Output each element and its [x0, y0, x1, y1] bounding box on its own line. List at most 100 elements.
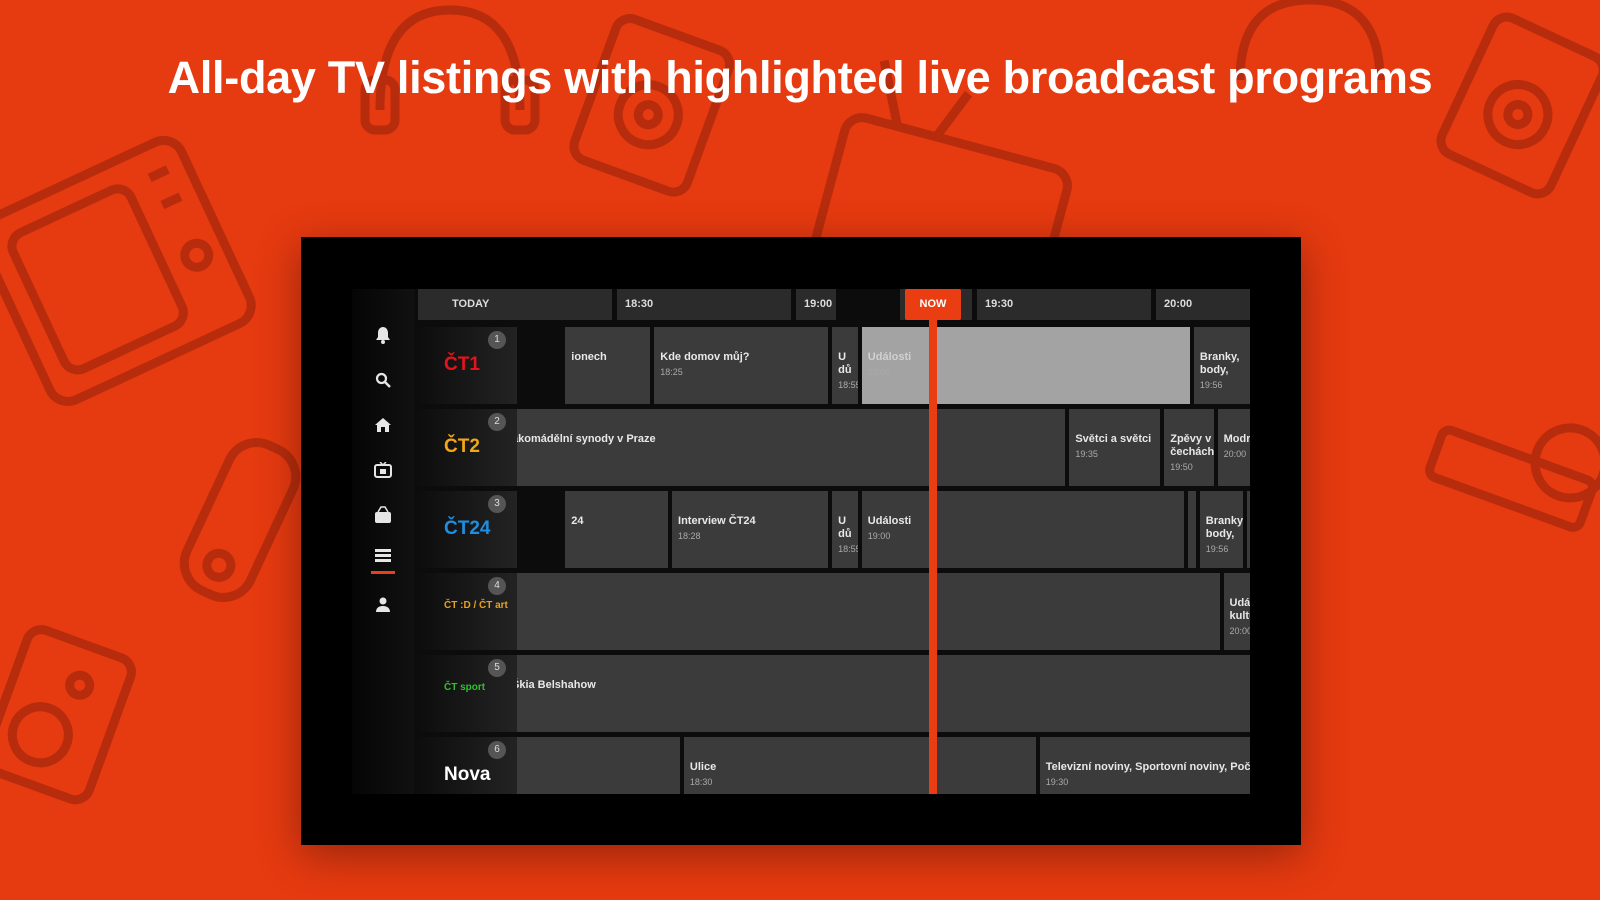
channel-cell[interactable]: ČT1 1: [414, 327, 517, 404]
program-cell[interactable]: Škia Belshahow: [517, 655, 1250, 732]
speaker-doodle-icon: [0, 625, 136, 805]
program-cell[interactable]: [1187, 491, 1196, 568]
program-strip: Ulice 18:30 Televizní noviny, Sportovní …: [517, 737, 1250, 794]
program-time: 18:55: [838, 380, 858, 390]
channel-row: Nova 6 Ulice 18:30 Televizní noviny, Spo…: [414, 737, 1250, 794]
channel-cell[interactable]: ČT sport 5: [414, 655, 517, 732]
program-title: Kde domov můj?: [660, 351, 750, 363]
channel-cell[interactable]: ČT2 2: [414, 409, 517, 486]
program-title: akomádělní synody v Praze: [517, 433, 656, 445]
program-title: Modrá krev: [1223, 433, 1250, 445]
channel-logo: ČT :D / ČT art: [444, 600, 508, 611]
program-cell[interactable]: ionech: [565, 327, 651, 404]
live-program-cell[interactable]: Události 19:00: [861, 327, 1190, 404]
program-title: ionech: [571, 351, 607, 363]
program-time: 18:30: [689, 777, 713, 787]
program-cell[interactable]: Televizní noviny, Sportovní noviny, Poča…: [1039, 737, 1250, 794]
program-time: 19:50: [1170, 462, 1193, 472]
program-title: U dů: [838, 351, 852, 376]
program-strip: ionech Kde domov můj? 18:25U dů 18:55Udá…: [517, 327, 1250, 404]
program-cell[interactable]: Branky, body, 19:56: [1193, 327, 1250, 404]
program-cell[interactable]: U dů 18:55: [832, 491, 858, 568]
program-cell[interactable]: Ulice 18:30: [683, 737, 929, 794]
time-label-1900: 19:00: [796, 289, 836, 320]
program-time: 18:28: [678, 531, 701, 541]
archive-icon[interactable]: [373, 505, 393, 525]
program-strip: 24 Interview ČT24 18:28U dů 18:55Událost…: [517, 491, 1250, 568]
time-label-1930: 19:30: [977, 289, 1151, 320]
channel-number-badge: 2: [488, 413, 506, 431]
time-label-1830: 18:30: [617, 289, 791, 320]
program-title: Branky, body,: [1199, 351, 1240, 376]
program-cell[interactable]: [517, 737, 680, 794]
program-time: 19:30: [1045, 777, 1069, 787]
channel-logo: Nova: [444, 764, 491, 785]
time-label-2000: 20:00: [1156, 289, 1250, 320]
program-time: 20:00: [1229, 626, 1250, 636]
program-cell[interactable]: Modrá krev 20:00: [1217, 409, 1250, 486]
program-title: Události: [867, 515, 912, 527]
home-icon[interactable]: [373, 415, 393, 435]
channel-number-badge: 3: [488, 495, 506, 513]
program-time: 19:56: [1205, 544, 1229, 554]
guide-icon[interactable]: [373, 546, 393, 566]
speaker-doodle-icon: [569, 14, 735, 197]
program-title: Světci a světci: [1075, 433, 1152, 445]
program-time: 18:25: [660, 367, 683, 377]
program-cell[interactable]: akomádělní synody v Praze: [517, 409, 929, 486]
channel-cell[interactable]: Nova 6: [414, 737, 517, 794]
program-cell[interactable]: Světci a světci 19:35: [1069, 409, 1161, 486]
bell-icon[interactable]: [373, 325, 393, 345]
program-time: 19:00: [867, 367, 891, 377]
remote-doodle-icon: [179, 438, 301, 602]
timeline-header: TODAY 18:30 19:00 19:30 20:00 NOW: [414, 289, 1250, 320]
sidebar: [352, 289, 414, 794]
headphones-doodle-icon: [360, 5, 540, 135]
search-icon[interactable]: [373, 370, 393, 390]
channel-cell[interactable]: ČT :D / ČT art 4: [414, 573, 517, 650]
program-title: U dů: [838, 515, 852, 540]
active-indicator: [371, 571, 395, 574]
now-indicator-line: [928, 317, 937, 794]
channel-row: ČT :D / ČT art 4 Události v kultuře 20:0…: [414, 573, 1250, 650]
program-cell[interactable]: [932, 737, 1036, 794]
headphones-doodle-icon: [1235, 0, 1385, 81]
program-title: Události: [867, 351, 912, 363]
speaker-doodle-icon: [1436, 12, 1600, 199]
program-cell[interactable]: [517, 573, 1220, 650]
program-cell[interactable]: Branky, body, 19:56: [1199, 491, 1244, 568]
program-cell[interactable]: Zpěvy v čechách 19:50: [1164, 409, 1214, 486]
day-label[interactable]: TODAY: [418, 289, 612, 320]
program-cell[interactable]: Události v kultuře 20:00: [1223, 573, 1250, 650]
program-cell[interactable]: Interview ČT24 18:28: [672, 491, 829, 568]
program-time: 19:35: [1075, 449, 1098, 459]
program-cell[interactable]: U dů 18:55: [832, 327, 858, 404]
program-strip: Škia Belshahow MS H 20:10: [517, 655, 1250, 732]
program-cell[interactable]: [932, 409, 1066, 486]
channel-row: ČT2 2 akomádělní synody v Praze Světci a…: [414, 409, 1250, 486]
profile-icon[interactable]: [373, 595, 393, 615]
program-cell[interactable]: Události 19:00: [861, 491, 929, 568]
channel-row: ČT24 3 24 Interview ČT24 18:28U dů 18:55…: [414, 491, 1250, 568]
channel-logo: ČT2: [444, 436, 480, 457]
program-cell[interactable]: 90' ČT24 20:05: [1247, 491, 1250, 568]
channel-cell[interactable]: ČT24 3: [414, 491, 517, 568]
program-title: Zpěvy v čechách: [1170, 433, 1214, 458]
program-time: 20:00: [1223, 449, 1247, 459]
headline: All-day TV listings with highlighted liv…: [167, 52, 1433, 103]
tv-icon[interactable]: [373, 460, 393, 480]
program-title: Branky, body,: [1205, 515, 1244, 540]
program-strip: akomádělní synody v Praze Světci a světc…: [517, 409, 1250, 486]
channel-number-badge: 4: [488, 577, 506, 595]
program-title: Televizní noviny, Sportovní noviny, Poča…: [1045, 761, 1250, 773]
program-cell[interactable]: Kde domov můj? 18:25: [654, 327, 829, 404]
channel-logo: ČT sport: [444, 682, 486, 693]
program-cell[interactable]: [932, 491, 1184, 568]
channel-row: ČT sport 5 Škia Belshahow MS H 20:10: [414, 655, 1250, 732]
now-button[interactable]: NOW: [904, 289, 961, 320]
channel-row: ČT1 1 ionech Kde domov můj? 18:25 U dů 18…: [414, 327, 1250, 404]
program-time: 18:55: [838, 544, 858, 554]
program-cell[interactable]: 24: [565, 491, 669, 568]
player-doodle-icon: [1425, 423, 1600, 532]
